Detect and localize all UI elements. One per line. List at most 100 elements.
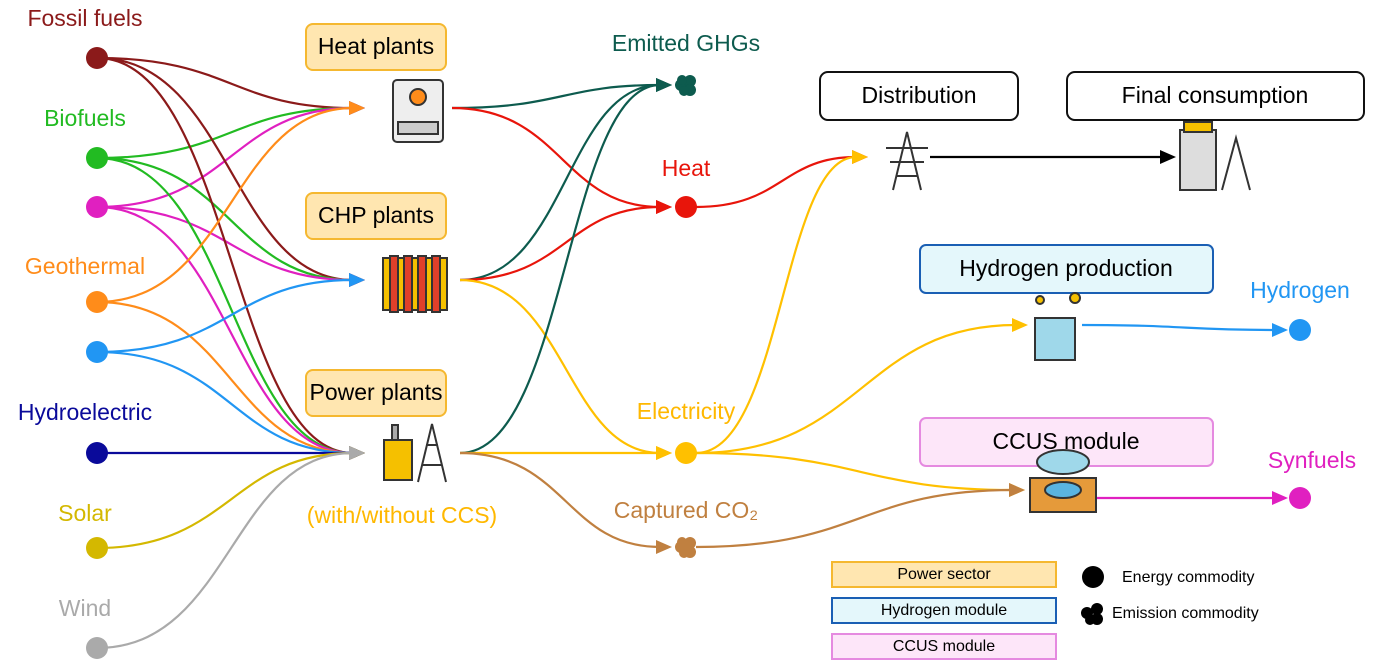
flow [451, 83, 661, 110]
flow [695, 155, 857, 209]
source-label: Wind [59, 595, 111, 621]
flow [96, 278, 354, 354]
chp-plant-icon [382, 255, 448, 313]
module-label: Final consumption [1122, 82, 1309, 108]
legend-label: Energy commodity [1122, 569, 1255, 586]
flow [695, 155, 857, 455]
box [919, 244, 1214, 294]
consumption-icon [1179, 121, 1251, 191]
commodity-label: Emitted GHGs [612, 30, 760, 56]
legend-blob [1081, 603, 1103, 625]
commodity-label: Heat [662, 155, 711, 181]
arrowhead [852, 150, 868, 164]
box [819, 71, 1019, 121]
plant-note: (with/without CCS) [307, 502, 497, 528]
arrowhead [349, 101, 365, 115]
source-label: Fossil fuels [27, 5, 142, 31]
power-plant-icon [383, 423, 447, 483]
plant-label: Heat plants [318, 33, 434, 59]
source-dot [86, 637, 108, 659]
source-label: Biofuels [44, 105, 126, 131]
flow [96, 451, 354, 550]
flow [96, 56, 354, 282]
flow [695, 451, 1014, 492]
box [305, 192, 447, 240]
emission-blob [679, 86, 689, 96]
flow [96, 56, 354, 110]
arrowhead [1160, 150, 1176, 164]
module-label: Distribution [861, 82, 976, 108]
commodity-dot [675, 442, 697, 464]
legend-box [831, 633, 1057, 660]
flow [96, 451, 354, 650]
flow [96, 106, 354, 209]
source-dot [86, 291, 108, 313]
flow [1081, 323, 1277, 332]
commodity-label: Captured CO₂ [614, 497, 758, 523]
source-dot [86, 537, 108, 559]
emission-blob [684, 537, 696, 549]
arrowhead [656, 78, 672, 92]
flow [96, 205, 354, 455]
source-dot [86, 442, 108, 464]
source-dot [86, 147, 108, 169]
flow [96, 106, 354, 304]
flow [695, 323, 1017, 455]
flow [96, 156, 354, 282]
emission-blob [679, 548, 689, 558]
arrowhead [656, 540, 672, 554]
commodity-dot [1289, 319, 1311, 341]
arrowhead [349, 446, 365, 460]
source-label: Solar [58, 500, 112, 526]
legend-box [831, 561, 1057, 588]
flow [96, 56, 354, 455]
commodity-label: Hydrogen [1250, 277, 1350, 303]
module-label: Hydrogen production [959, 255, 1173, 281]
emission-blob [677, 537, 687, 547]
distribution-icon [886, 131, 928, 191]
flow [459, 83, 661, 282]
commodity-label: Synfuels [1268, 447, 1356, 473]
flow [695, 488, 1014, 549]
commodity-dot [675, 196, 697, 218]
flow [459, 451, 661, 549]
emission-blob [684, 75, 696, 87]
flow [96, 350, 354, 455]
flow [96, 205, 354, 282]
flow [96, 156, 354, 455]
box [305, 23, 447, 71]
source-dot [86, 47, 108, 69]
commodity-dot [1289, 487, 1311, 509]
legend-label: Hydrogen module [881, 602, 1007, 619]
flow [459, 83, 661, 455]
flow [459, 278, 661, 455]
emission-blob [677, 75, 687, 85]
nodes: Fossil fuels Biofuels Geothermal Hydroelect… [18, 5, 1311, 659]
arrowhead [656, 200, 672, 214]
flow [451, 106, 661, 209]
legend-label: Emission commodity [1112, 605, 1259, 622]
ccus-icon [1029, 449, 1097, 513]
box [305, 369, 447, 417]
source-label: Geothermal [25, 253, 145, 279]
commodity-label: Electricity [637, 398, 736, 424]
legend-label: Power sector [897, 566, 991, 583]
source-label: Hydroelectric [18, 399, 152, 425]
legend-dot [1082, 566, 1104, 588]
source-dot [86, 341, 108, 363]
arrowhead [656, 446, 672, 460]
heat-plant-icon [392, 79, 444, 143]
box [1066, 71, 1365, 121]
arrowhead [1009, 483, 1025, 497]
arrowhead [1272, 323, 1288, 337]
hydrogen-icon [1034, 292, 1081, 361]
flows [96, 56, 1288, 650]
arrowhead [349, 273, 365, 287]
legend-box [831, 597, 1057, 624]
legend-label: CCUS module [893, 638, 995, 655]
arrowhead [1272, 491, 1288, 505]
flow [459, 205, 661, 282]
arrowhead [1012, 318, 1028, 332]
flow [96, 106, 354, 160]
